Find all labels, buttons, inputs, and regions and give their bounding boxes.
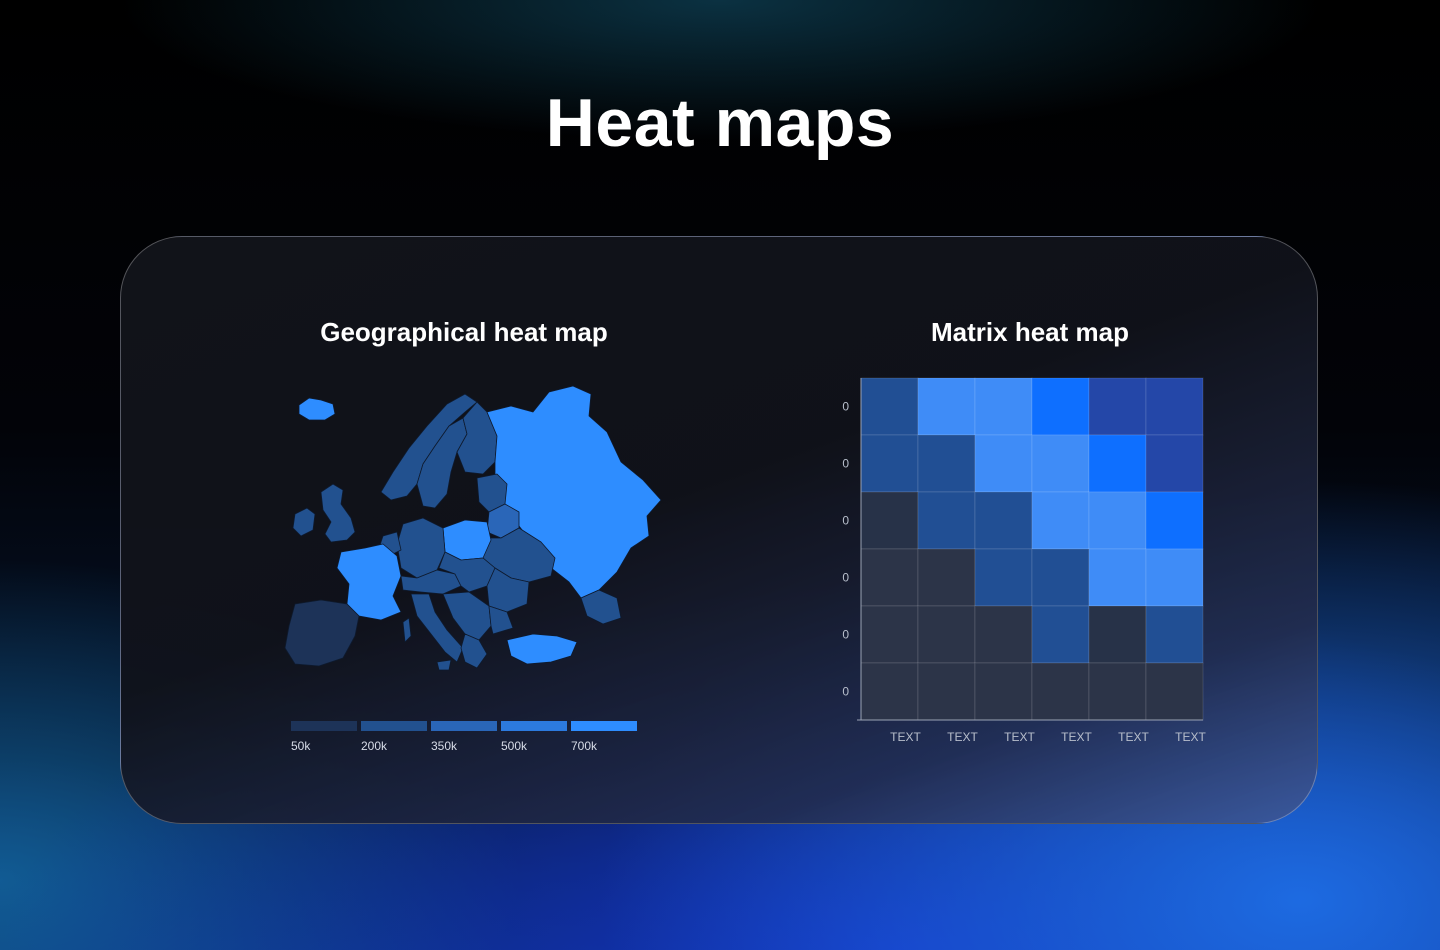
map-region-sicily (436, 659, 452, 671)
heatmap-cell (974, 548, 1033, 607)
map-region-finland (456, 401, 498, 475)
legend-swatch (501, 721, 567, 731)
legend-swatch (291, 721, 357, 731)
legend-swatch (361, 721, 427, 731)
heatmap-cell (860, 434, 919, 493)
heatmap-cell (1145, 377, 1204, 436)
legend-label: 350k (431, 739, 458, 753)
heatmap-cell (1088, 662, 1147, 721)
heatmap-cell (860, 662, 919, 721)
map-region-uk (320, 483, 356, 543)
legend-label: 500k (501, 739, 528, 753)
heatmap-cell (1088, 377, 1147, 436)
legend-label: 50k (291, 739, 311, 753)
legend-item: 200k (361, 721, 427, 753)
heatmap-cell (860, 377, 919, 436)
heatmap-cell (1145, 662, 1204, 721)
heatmap-cell (974, 434, 1033, 493)
heatmap-cell (917, 377, 976, 436)
map-region-france (336, 543, 402, 621)
heatmap-cell (917, 491, 976, 550)
legend-label: 200k (361, 739, 388, 753)
x-tick-label: TEXT (1118, 730, 1149, 744)
legend-label: 700k (571, 739, 598, 753)
matrix-heatmap: 0 0 0 0 0 0 TEXT TEXT TEXT TEXT TEXT TEXT (842, 377, 1207, 744)
heatmap-cell (1031, 491, 1090, 550)
heatmap-cell (917, 548, 976, 607)
page-title: Heat maps (545, 85, 895, 161)
y-tick-label: 0 (842, 628, 849, 642)
legend-item: 700k (571, 721, 637, 753)
legend-swatch (571, 721, 637, 731)
map-region-ireland (292, 507, 316, 537)
legend-swatch (431, 721, 497, 731)
map-region-iberia (284, 599, 360, 667)
heatmap-cell (1031, 605, 1090, 664)
heatmap-cell (1088, 605, 1147, 664)
matrix-heatmap-title: Matrix heat map (931, 317, 1129, 347)
x-tick-label: TEXT (947, 730, 978, 744)
heatmap-cell (1031, 662, 1090, 721)
heatmap-cell (1145, 434, 1204, 493)
y-tick-label: 0 (842, 514, 849, 528)
legend-item: 350k (431, 721, 497, 753)
legend-item: 50k (291, 721, 357, 753)
map-region-poland (442, 519, 492, 561)
x-tick-label: TEXT (1175, 730, 1206, 744)
y-tick-label: 0 (842, 685, 849, 699)
heatmap-cell (1088, 491, 1147, 550)
heatmap-cell (1031, 377, 1090, 436)
map-region-norway (380, 393, 478, 501)
map-region-caucasus (580, 589, 622, 625)
geo-legend: 50k 200k 350k 500k 700k (291, 721, 641, 761)
heatmap-cell (860, 491, 919, 550)
heatmap-cell (974, 377, 1033, 436)
y-tick-label: 0 (842, 457, 849, 471)
x-tick-label: TEXT (1061, 730, 1092, 744)
map-region-germany (396, 517, 446, 579)
map-region-central (438, 551, 496, 593)
heatmap-cell (1145, 548, 1204, 607)
map-region-islands (402, 617, 412, 643)
map-region-iceland (298, 397, 336, 421)
heatmap-cell (974, 662, 1033, 721)
map-region-bulgaria (488, 605, 514, 635)
heatmap-cell (974, 605, 1033, 664)
y-tick-label: 0 (842, 571, 849, 585)
map-region-italy (410, 593, 464, 663)
x-tick-label: TEXT (890, 730, 921, 744)
heatmap-cell (1145, 605, 1204, 664)
map-region-turkey (506, 633, 578, 665)
x-tick-label: TEXT (1004, 730, 1035, 744)
heatmap-cell (1031, 434, 1090, 493)
heatmap-cell (1145, 491, 1204, 550)
heatmap-cell (860, 548, 919, 607)
heatmaps-card: Geographical heat map (120, 236, 1318, 824)
europe-map (284, 385, 662, 671)
map-region-balkans (442, 591, 492, 641)
geo-heatmap-title: Geographical heat map (320, 317, 608, 347)
y-tick-label: 0 (842, 400, 849, 414)
map-region-greece (460, 633, 488, 669)
heatmap-cell (860, 605, 919, 664)
heatmap-cell (1088, 548, 1147, 607)
heatmap-cell (974, 491, 1033, 550)
heatmap-cell (917, 605, 976, 664)
heatmap-cell (917, 434, 976, 493)
legend-item: 500k (501, 721, 567, 753)
heatmap-cell (1031, 548, 1090, 607)
heatmap-cell (917, 662, 976, 721)
heatmap-cell (1088, 434, 1147, 493)
